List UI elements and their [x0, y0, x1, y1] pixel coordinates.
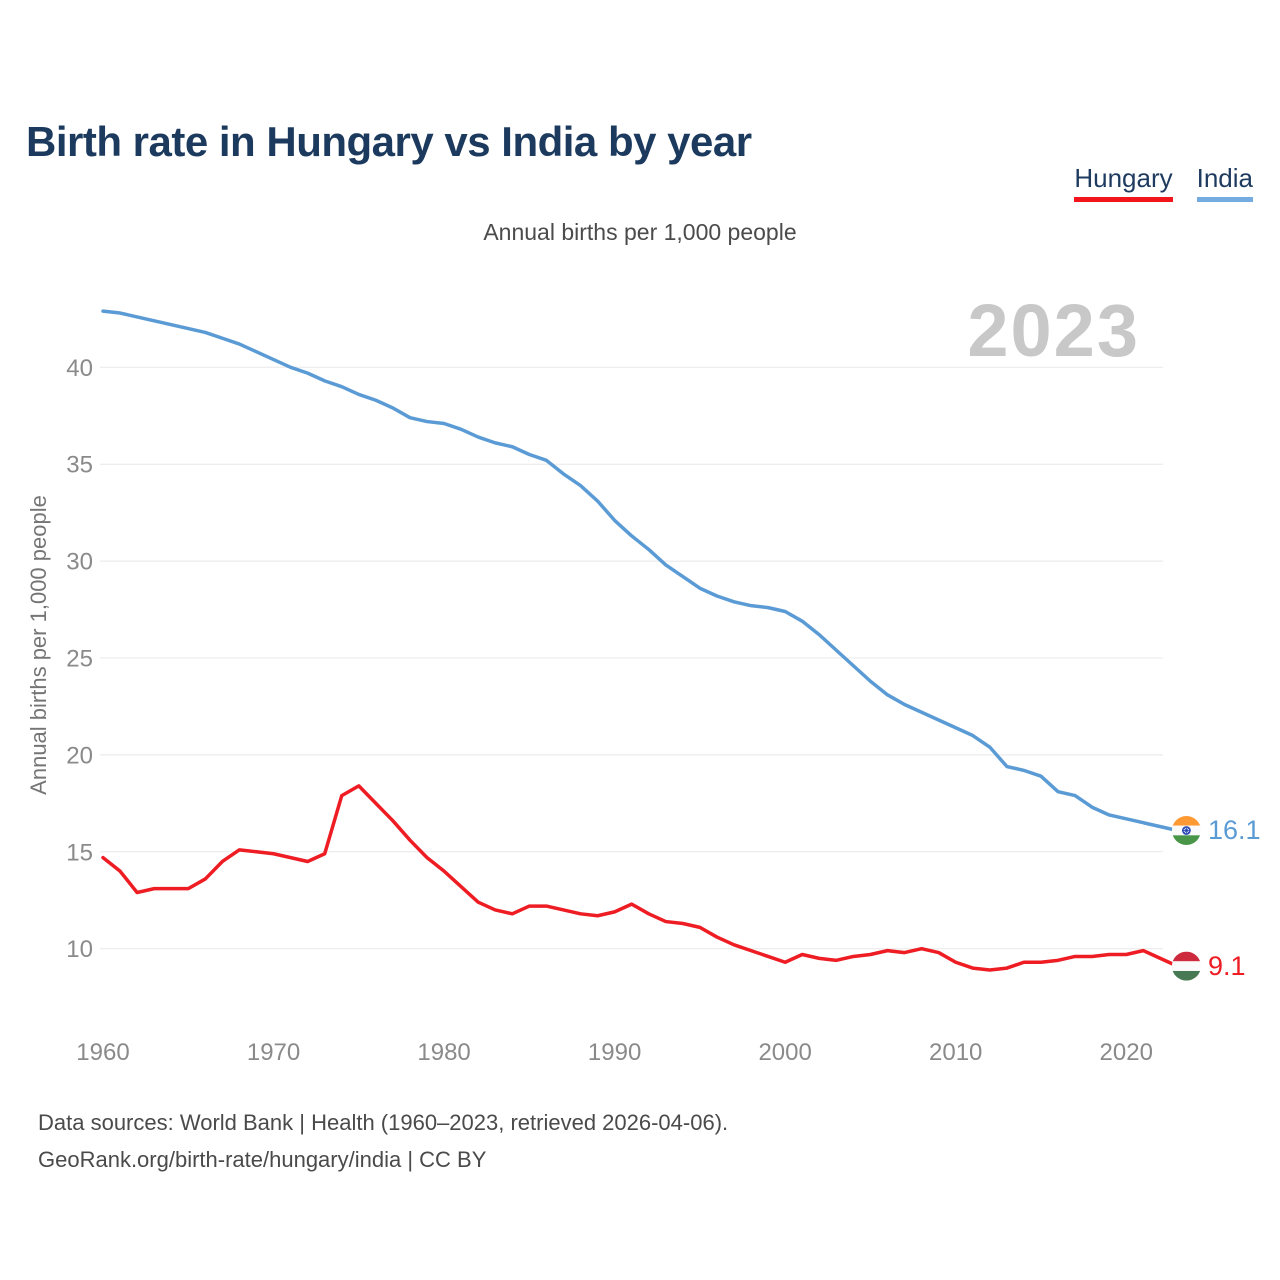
legend-label-hungary: Hungary: [1074, 163, 1173, 193]
series-line-hungary: [101, 784, 1180, 972]
y-tick-label: 25: [66, 646, 93, 673]
x-tick-label: 2020: [1100, 1039, 1153, 1066]
y-tick-label: 10: [66, 936, 93, 963]
x-tick-label: 1970: [247, 1039, 300, 1066]
page-title: Birth rate in Hungary vs India by year: [26, 118, 752, 166]
y-tick-label: 15: [66, 839, 93, 866]
hungary-flag-icon: [1171, 951, 1201, 981]
y-tick-label: 35: [66, 452, 93, 479]
chart-subtitle: Annual births per 1,000 people: [483, 219, 797, 245]
y-tick-label: 40: [66, 355, 93, 382]
footer-attribution-line: GeoRank.org/birth-rate/hungary/india | C…: [38, 1147, 487, 1172]
y-tick-label: 20: [66, 742, 93, 769]
legend-item-hungary[interactable]: Hungary: [1074, 163, 1173, 202]
hungary-end-value-label: 9.1: [1208, 951, 1246, 982]
y-tick-label: 30: [66, 549, 93, 576]
footer: Data sources: World Bank | Health (1960–…: [38, 1104, 728, 1178]
legend-item-india[interactable]: India: [1196, 163, 1253, 202]
india-end-value-label: 16.1: [1208, 815, 1261, 846]
x-tick-label: 1990: [588, 1039, 641, 1066]
year-watermark: 2023: [967, 289, 1140, 372]
legend-underline-hungary: [1074, 197, 1173, 202]
legend: Hungary India: [1074, 163, 1253, 202]
x-tick-label: 2010: [929, 1039, 982, 1066]
x-tick-label: 1960: [76, 1039, 129, 1066]
legend-label-india: India: [1196, 163, 1253, 193]
x-tick-label: 1980: [417, 1039, 470, 1066]
india-flag-icon: [1171, 815, 1201, 845]
footer-sources-line: Data sources: World Bank | Health (1960–…: [38, 1110, 729, 1135]
x-tick-label: 2000: [758, 1039, 811, 1066]
legend-underline-india: [1196, 197, 1253, 202]
y-axis-title: Annual births per 1,000 people: [26, 495, 51, 795]
series-line-india: [101, 309, 1180, 833]
